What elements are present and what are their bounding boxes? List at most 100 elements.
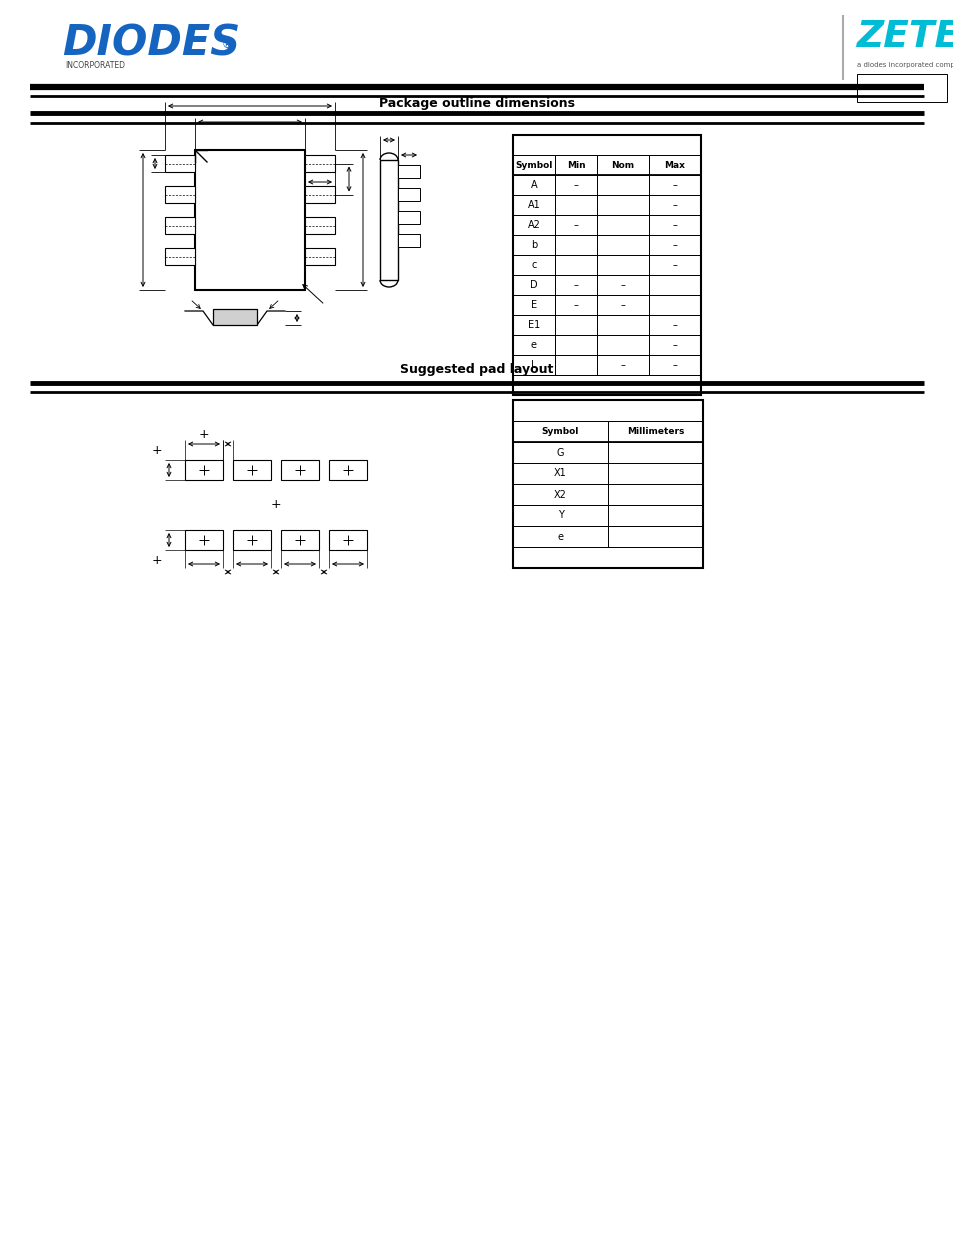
Text: Symbol: Symbol [515, 161, 552, 169]
Text: c: c [531, 261, 537, 270]
Bar [513, 463, 607, 484]
Bar [597, 315, 648, 335]
Bar [607, 505, 702, 526]
Text: –: – [619, 359, 625, 370]
Text: –: – [672, 359, 677, 370]
Bar [513, 215, 555, 235]
Bar [513, 375, 700, 395]
Bar [513, 442, 607, 463]
Text: –: – [672, 320, 677, 330]
Text: –: – [573, 220, 578, 230]
Bar [513, 505, 607, 526]
Text: DIODES: DIODES [62, 22, 240, 64]
Text: X2: X2 [554, 489, 566, 499]
Bar [607, 463, 702, 484]
Bar [513, 315, 555, 335]
Bar [513, 254, 555, 275]
Text: E1: E1 [527, 320, 539, 330]
Bar [397, 211, 419, 224]
Text: –: – [672, 240, 677, 249]
Text: –: – [573, 300, 578, 310]
Bar [597, 195, 648, 215]
Text: e: e [531, 340, 537, 350]
Bar [856, 74, 946, 103]
Bar [305, 156, 335, 172]
Text: a diodes incorporated company: a diodes incorporated company [856, 62, 953, 68]
Text: Millimeters: Millimeters [626, 427, 683, 436]
Bar [329, 530, 367, 550]
Text: –: – [619, 300, 625, 310]
Text: Symbol: Symbol [541, 427, 578, 436]
Bar [555, 315, 597, 335]
Text: Package outline dimensions: Package outline dimensions [378, 98, 575, 110]
Bar [513, 354, 555, 375]
Bar [305, 217, 335, 233]
Bar [305, 186, 335, 203]
Bar [281, 530, 318, 550]
Bar [555, 156, 597, 175]
Bar [597, 215, 648, 235]
Bar [555, 275, 597, 295]
Bar [597, 295, 648, 315]
Text: ®: ® [222, 40, 233, 49]
Bar [379, 161, 397, 280]
Bar [648, 235, 700, 254]
Bar [555, 195, 597, 215]
Bar [597, 254, 648, 275]
Bar [397, 188, 419, 201]
Text: Nom: Nom [611, 161, 634, 169]
Bar [513, 484, 607, 505]
Bar [648, 175, 700, 195]
Bar [597, 175, 648, 195]
Text: +: + [152, 553, 162, 567]
Bar [233, 530, 271, 550]
Bar [597, 335, 648, 354]
Bar [305, 248, 335, 266]
Bar [648, 254, 700, 275]
Bar [513, 421, 607, 442]
Bar [281, 459, 318, 480]
Text: L: L [531, 359, 537, 370]
Text: Y: Y [557, 510, 563, 520]
Text: G: G [557, 447, 563, 457]
Text: e: e [557, 531, 563, 541]
Text: A1: A1 [527, 200, 539, 210]
Bar [555, 254, 597, 275]
Bar [648, 275, 700, 295]
Bar [513, 547, 702, 568]
Bar [555, 175, 597, 195]
Text: –: – [619, 280, 625, 290]
Text: Suggested pad layout: Suggested pad layout [400, 363, 553, 375]
Bar [597, 156, 648, 175]
Bar [513, 526, 607, 547]
Bar [607, 442, 702, 463]
Text: –: – [672, 180, 677, 190]
Text: b: b [530, 240, 537, 249]
Text: INCORPORATED: INCORPORATED [65, 62, 125, 70]
Bar [513, 135, 700, 395]
Bar [648, 195, 700, 215]
Text: +: + [271, 499, 281, 511]
Bar [513, 400, 702, 568]
Bar [513, 295, 555, 315]
Bar [513, 275, 555, 295]
Bar [513, 335, 555, 354]
Text: Min: Min [566, 161, 585, 169]
Bar [513, 235, 555, 254]
Text: –: – [573, 280, 578, 290]
Bar [165, 156, 194, 172]
Bar [165, 248, 194, 266]
Text: –: – [672, 340, 677, 350]
Bar [513, 195, 555, 215]
Text: D: D [530, 280, 537, 290]
Bar [213, 309, 256, 325]
Bar [194, 149, 305, 290]
Text: +: + [152, 443, 162, 457]
Text: +: + [198, 427, 209, 441]
Bar [648, 295, 700, 315]
Bar [185, 459, 223, 480]
Text: –: – [573, 180, 578, 190]
Bar [185, 530, 223, 550]
Bar [597, 235, 648, 254]
Bar [597, 354, 648, 375]
